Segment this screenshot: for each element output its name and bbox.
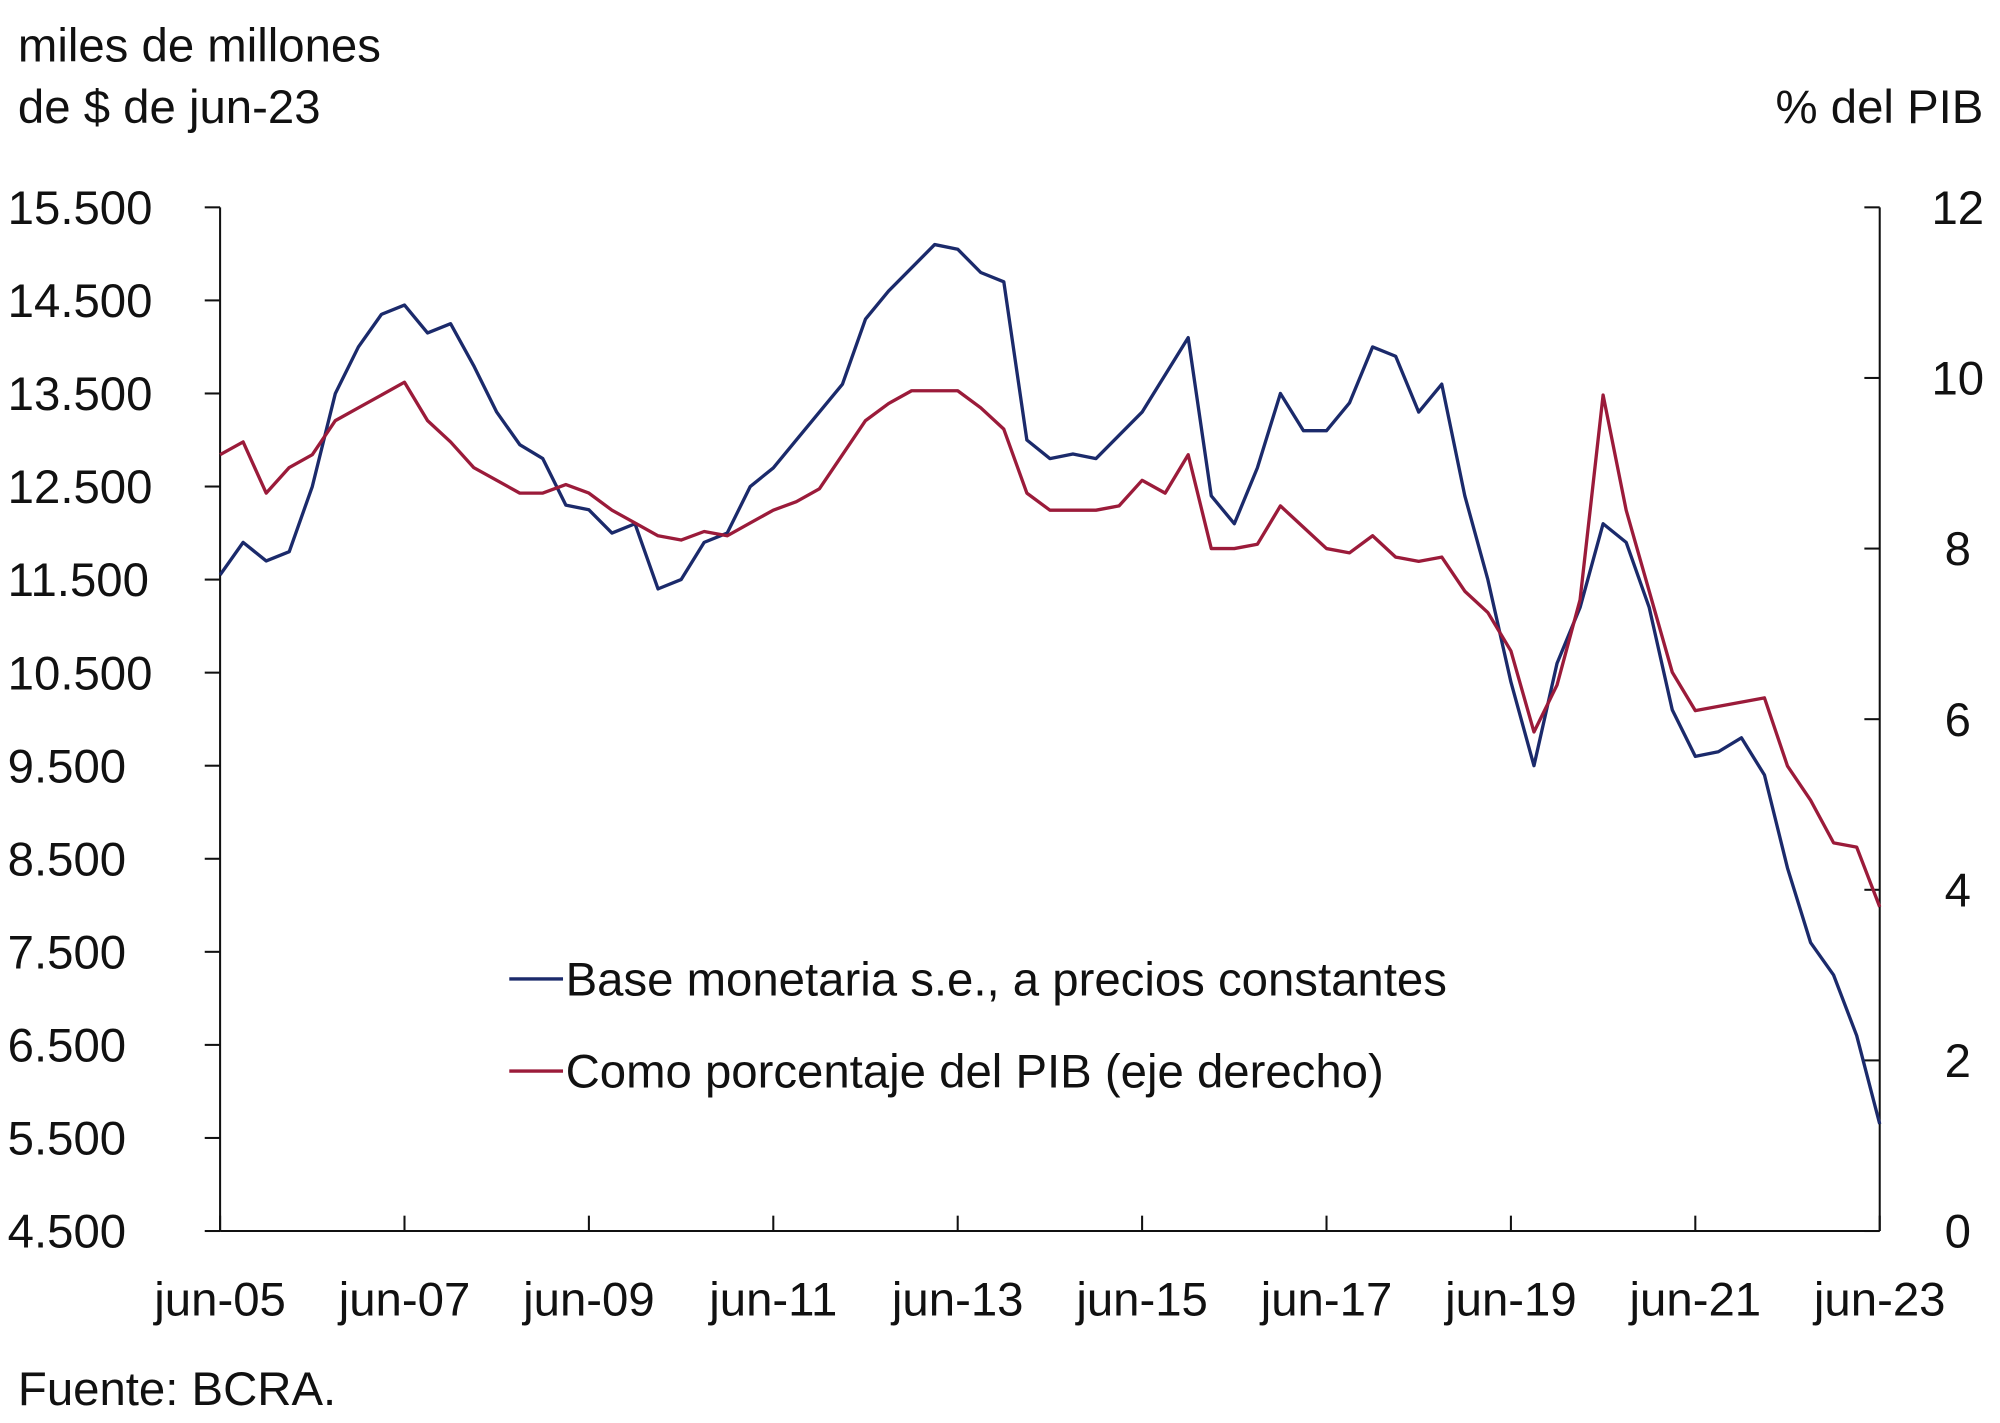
x-tick-label: jun-23: [1812, 1273, 1946, 1326]
y2-axis-label: % del PIB: [1776, 81, 1984, 134]
y-tick-label: 14.500: [8, 275, 153, 328]
y-tick-label: 9.500: [8, 740, 126, 793]
y-tick-label: 5.500: [8, 1113, 126, 1166]
y-tick-label: 8.500: [8, 833, 126, 886]
y2-tick-label: 12: [1931, 182, 1984, 235]
y-axis-label: de $ de jun-23: [18, 81, 321, 134]
y2-tick-label: 4: [1945, 864, 1971, 917]
y-tick-label: 11.500: [8, 554, 149, 607]
y-tick-label: 10.500: [8, 647, 153, 700]
x-tick-label: jun-15: [1074, 1273, 1208, 1326]
x-tick-label: jun-17: [1259, 1273, 1393, 1326]
y2-tick-label: 0: [1945, 1206, 1971, 1259]
y-tick-label: 13.500: [8, 368, 153, 421]
y2-tick-label: 6: [1945, 694, 1971, 747]
source-note: Fuente: BCRA.: [18, 1363, 336, 1416]
y-axis-label: miles de millones: [18, 19, 381, 72]
x-tick-label: jun-05: [152, 1273, 286, 1326]
data-line: [219, 380, 1882, 908]
x-tick-label: jun-07: [337, 1273, 471, 1326]
y2-tick-label: 8: [1945, 523, 1971, 576]
x-tick-label: jun-11: [707, 1273, 837, 1326]
y-tick-label: 6.500: [8, 1020, 126, 1073]
y-tick-label: 7.500: [8, 926, 126, 979]
y-tick-label: 15.500: [8, 182, 153, 235]
y-tick-label: 12.500: [8, 461, 153, 514]
x-tick-label: jun-19: [1443, 1273, 1577, 1326]
y2-tick-label: 2: [1945, 1035, 1971, 1088]
data-line: [218, 242, 1882, 1125]
x-tick-label: jun-13: [890, 1273, 1024, 1326]
x-tick-label: jun-09: [521, 1273, 655, 1326]
y-tick-label: 4.500: [8, 1206, 126, 1259]
legend-label: Base monetaria s.e., a precios constante…: [566, 954, 1447, 1007]
y2-tick-label: 10: [1931, 353, 1984, 406]
x-tick-label: jun-21: [1628, 1273, 1762, 1326]
legend-label: Como porcentaje del PIB (eje derecho): [566, 1046, 1384, 1099]
